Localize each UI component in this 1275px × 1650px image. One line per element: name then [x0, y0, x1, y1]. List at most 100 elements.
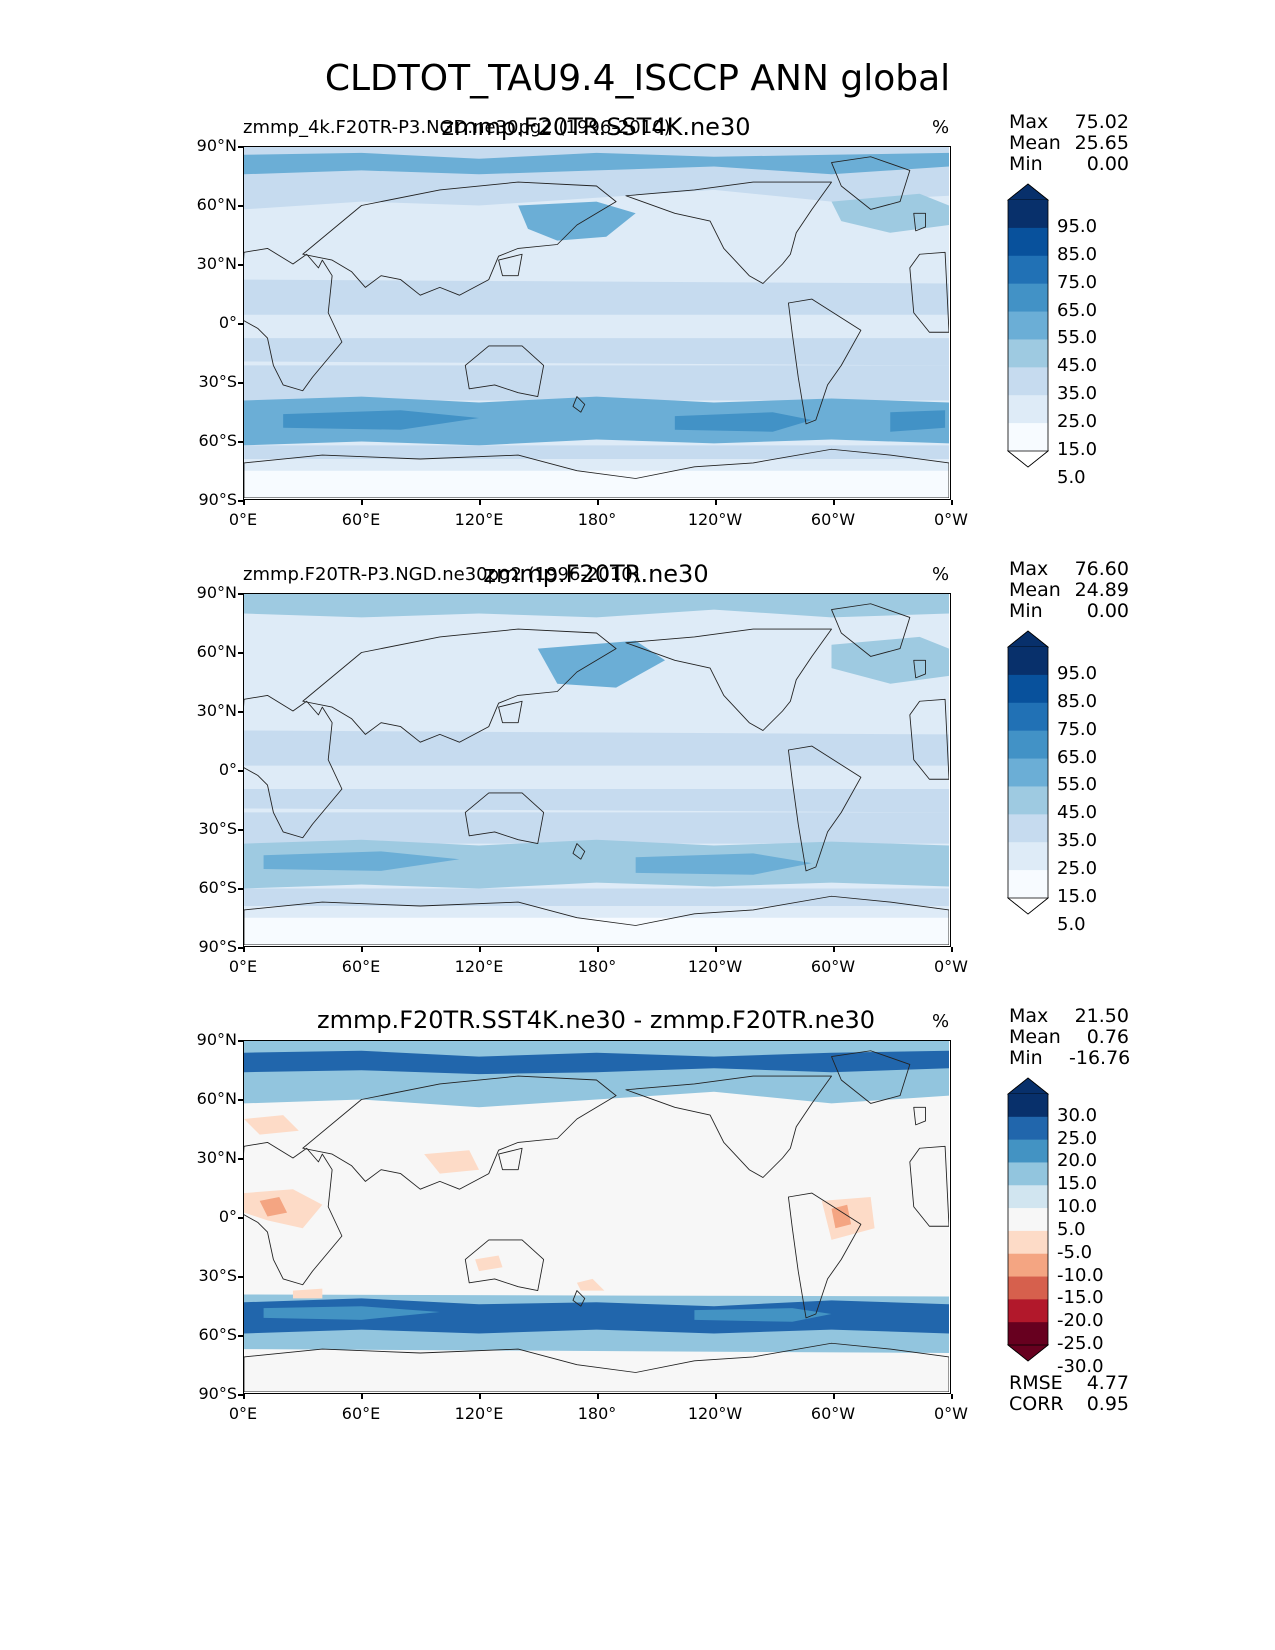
colorbar-level-label: 75.0: [1057, 271, 1098, 293]
contour-band: [244, 812, 949, 844]
colorbar-swatch: [1008, 842, 1048, 871]
x-tick-mark: [951, 500, 953, 505]
panel-left-title: zmmp_4k.F20TR-P3.NGD.ne30pg2 (1996-2010): [243, 117, 671, 138]
y-tick-mark: [238, 1394, 243, 1396]
colorbar-level-label: -10.0: [1057, 1264, 1104, 1286]
coastline: [909, 251, 949, 333]
colorbar-swatch: [1008, 283, 1048, 313]
colorbar-swatch: [1008, 702, 1048, 732]
coastline: [625, 181, 832, 284]
x-tick-mark: [243, 500, 245, 505]
y-tick-mark: [238, 652, 243, 654]
colorbar-level-label: 55.0: [1057, 774, 1098, 796]
panel-left-title: zmmp.F20TR-P3.NGD.ne30pg2 (1996-2010): [243, 564, 640, 585]
coastline: [913, 1106, 926, 1126]
contour-band: [831, 1204, 852, 1229]
colorbar-swatch: [1008, 395, 1048, 424]
colorbar-level-label: 15.0: [1057, 439, 1098, 460]
x-tick-mark: [597, 500, 599, 505]
contour-band: [424, 1150, 479, 1174]
colorbar-swatch: [1008, 1230, 1048, 1255]
colorbar-swatch: [1008, 227, 1048, 257]
y-tick-mark: [238, 264, 243, 266]
colorbar-swatch: [1008, 1322, 1048, 1346]
colorbar-level-label: 35.0: [1057, 830, 1098, 852]
y-tick-label: 60°S: [198, 1325, 237, 1344]
colorbar-level-label: 45.0: [1057, 802, 1098, 824]
stat-label: Mean: [1009, 132, 1061, 154]
colorbar-level-label: 30.0: [1057, 1104, 1098, 1126]
colorbar: [1006, 183, 1050, 468]
x-tick-label: 60°W: [810, 957, 856, 976]
coastline: [909, 698, 949, 780]
colorbar-swatch: [1008, 255, 1048, 285]
y-tick-mark: [238, 1158, 243, 1160]
contour-band: [244, 1298, 949, 1334]
stat-value: 0.00: [1086, 153, 1129, 175]
coastline: [572, 843, 586, 860]
coastline: [625, 628, 832, 731]
x-tick-mark: [361, 1394, 363, 1399]
coastline: [302, 181, 617, 296]
contour-band: [576, 1278, 605, 1291]
colorbar-swatch: [1008, 311, 1048, 340]
colorbar-level-label: 25.0: [1057, 858, 1098, 880]
y-tick-label: 30°S: [198, 1266, 237, 1285]
y-tick-label: 30°N: [196, 701, 237, 720]
colorbar-level-label: -5.0: [1057, 1241, 1093, 1263]
coastline: [464, 345, 545, 398]
units-label: %: [932, 1011, 950, 1032]
coastline: [244, 895, 949, 945]
stat-value: 21.50: [1074, 1005, 1129, 1027]
x-tick-label: 180°: [577, 957, 617, 976]
colorbar-level-label: 15.0: [1057, 886, 1098, 907]
x-tick-label: 0°W: [934, 957, 968, 976]
contour-band: [244, 396, 949, 446]
contour-band: [537, 640, 666, 688]
y-tick-mark: [238, 1335, 243, 1337]
contour-band: [244, 839, 949, 889]
colorbar-level-label: -25.0: [1057, 1333, 1104, 1354]
x-tick-label: 0°E: [228, 510, 258, 529]
stat-value: 76.60: [1074, 558, 1129, 580]
units-label: %: [932, 564, 950, 585]
x-tick-mark: [361, 500, 363, 505]
y-tick-label: 90°N: [196, 136, 237, 155]
colorbar-swatch: [1008, 814, 1048, 843]
colorbar-level-label: -15.0: [1057, 1287, 1104, 1309]
x-tick-label: 60°E: [341, 1404, 381, 1423]
colorbar-level-label: 15.0: [1057, 1173, 1098, 1195]
coastline: [787, 298, 862, 425]
coastline: [302, 1075, 617, 1190]
contour-band: [244, 765, 949, 789]
contour-band: [244, 1050, 949, 1075]
coastline: [244, 448, 949, 498]
colorbar: [1006, 630, 1050, 915]
y-tick-mark: [238, 1040, 243, 1042]
contour-band: [244, 470, 949, 498]
coastline: [831, 1050, 911, 1104]
x-tick-label: 120°W: [687, 957, 743, 976]
colorbar-level-label: 55.0: [1057, 327, 1098, 349]
colorbar-level-label: 85.0: [1057, 243, 1098, 265]
coastline: [831, 603, 911, 657]
stat-label: Max: [1009, 1005, 1049, 1027]
colorbar-level-label: 25.0: [1057, 1127, 1098, 1149]
colorbar-level-label: 5.0: [1057, 913, 1086, 935]
y-tick-mark: [238, 829, 243, 831]
y-tick-label: 60°N: [196, 642, 237, 661]
colorbar-level-label: 65.0: [1057, 299, 1098, 321]
stat-value: 0.76: [1086, 1026, 1129, 1048]
colorbar-level-label: 95.0: [1057, 215, 1098, 237]
colorbar-level-label: 95.0: [1057, 662, 1098, 684]
metric-value: 0.95: [1086, 1393, 1129, 1415]
coastline: [302, 628, 617, 743]
panel-center-title: zmmp.F20TR.SST4K.ne30 - zmmp.F20TR.ne30: [316, 1006, 876, 1034]
x-tick-label: 60°W: [810, 1404, 856, 1423]
y-tick-mark: [238, 1276, 243, 1278]
y-tick-mark: [238, 1099, 243, 1101]
contour-band: [244, 594, 949, 618]
x-tick-mark: [715, 1394, 717, 1399]
colorbar-swatch: [1008, 423, 1048, 452]
contour-band: [244, 152, 949, 175]
